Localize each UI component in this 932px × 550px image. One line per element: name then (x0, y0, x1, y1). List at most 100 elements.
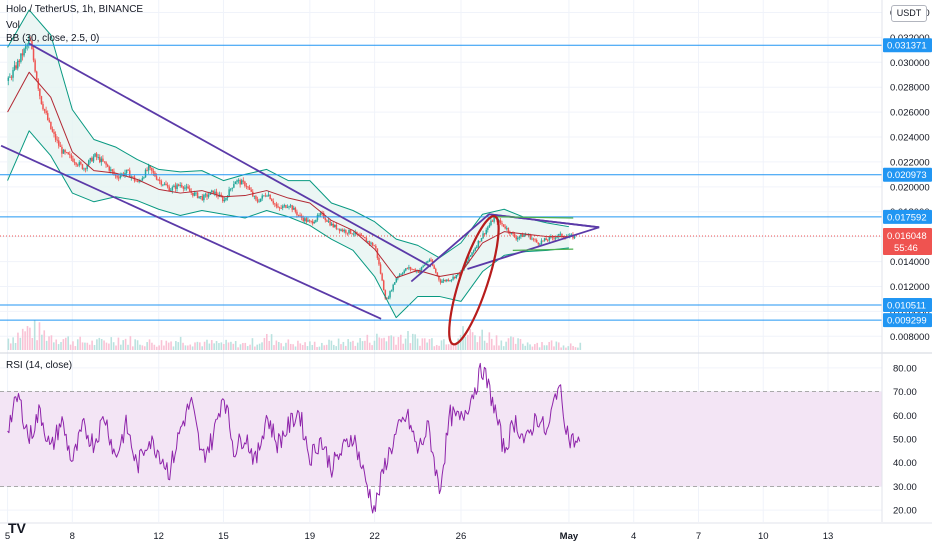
volume-legend[interactable]: Vol (6, 20, 20, 31)
candle-body (61, 146, 63, 154)
volume-bar (24, 331, 26, 350)
candle-body (143, 177, 145, 179)
candle-body (297, 214, 300, 216)
candle-body (455, 275, 458, 278)
candle-body (255, 196, 257, 200)
candle-body (420, 267, 423, 271)
volume-bar (335, 346, 338, 350)
time-tick-label: 10 (758, 531, 769, 542)
candle-body (48, 119, 51, 122)
volume-bar (313, 341, 316, 350)
volume-bar (239, 344, 242, 350)
volume-bar (514, 343, 517, 350)
candle-body (263, 195, 265, 197)
volume-bar (323, 345, 326, 350)
time-tick-label: 19 (305, 531, 316, 542)
volume-bar (232, 343, 235, 350)
last-price-badge (883, 228, 932, 256)
candle-body (173, 185, 175, 188)
volume-bar (512, 337, 515, 350)
candle-body (46, 113, 49, 120)
symbol-title[interactable]: Holo / TetherUS, 1h, BINANCE (6, 4, 144, 15)
candle-body (502, 224, 505, 227)
candle-body (390, 290, 393, 292)
candle-body (75, 162, 77, 165)
candle-body (10, 76, 13, 78)
candle-body (81, 164, 84, 170)
volume-bar (421, 338, 424, 350)
candle-body (250, 189, 252, 192)
candle-body (307, 220, 309, 222)
bollinger-legend[interactable]: BB (30, close, 2.5, 0) (6, 33, 100, 44)
volume-bar (225, 339, 227, 350)
candle-body (483, 233, 486, 235)
candle-body (15, 65, 17, 69)
candle-body (395, 278, 398, 283)
candle-body (487, 227, 489, 230)
candle-body (59, 145, 62, 147)
volume-bar (165, 340, 168, 350)
candle-body (116, 175, 118, 178)
candle-body (64, 149, 66, 153)
candle-body (529, 234, 532, 240)
candle-body (485, 229, 487, 235)
candle-body (20, 53, 22, 62)
candle-body (110, 169, 112, 171)
volume-bar (220, 342, 223, 350)
candle-body (176, 184, 178, 189)
candle-body (435, 268, 437, 273)
volume-bar (189, 344, 192, 350)
candle-body (526, 234, 529, 236)
volume-bar (488, 332, 491, 350)
candle-body (430, 259, 432, 261)
rsi-legend[interactable]: RSI (14, close) (6, 360, 73, 371)
candle-body (490, 220, 492, 225)
candle-body (319, 212, 322, 215)
candle-body (43, 109, 46, 111)
candle-body (244, 181, 246, 186)
volume-bar (414, 334, 416, 350)
candle-body (32, 48, 35, 61)
candle-body (531, 238, 533, 240)
candle-body (199, 196, 202, 197)
volume-bar (373, 340, 376, 350)
candle-body (524, 234, 527, 236)
volume-bar (292, 344, 294, 350)
volume-bar (498, 345, 500, 350)
level-badge-label: 0.017592 (887, 212, 927, 223)
volume-bar (524, 345, 527, 350)
volume-bar (112, 342, 115, 350)
candle-body (351, 233, 353, 235)
volume-bar (426, 342, 428, 350)
candle-body (196, 192, 199, 198)
time-tick-label: May (560, 531, 579, 542)
volume-bar (36, 340, 38, 350)
candle-body (299, 215, 301, 217)
volume-bar (318, 346, 321, 350)
level-badge (883, 298, 932, 313)
volume-bar (579, 342, 582, 350)
currency-selector[interactable]: USDT (891, 5, 927, 22)
candle-body (141, 178, 144, 181)
volume-bar (9, 343, 12, 350)
volume-bar (321, 342, 323, 350)
candle-body (111, 169, 114, 172)
price-tick-label: 0.010000 (890, 307, 930, 318)
volume-bar (53, 342, 55, 350)
candle-body (23, 48, 25, 56)
volume-bar (400, 334, 402, 350)
candle-body (542, 240, 544, 242)
volume-bar (361, 341, 364, 350)
candle-body (129, 170, 131, 178)
rsi-pane[interactable] (0, 362, 882, 514)
candle-body (138, 180, 140, 182)
volume-bar (560, 347, 562, 350)
candle-body (275, 204, 278, 207)
candle-body (231, 187, 234, 189)
tradingview-logo[interactable]: TV (8, 520, 26, 536)
candle-body (86, 165, 88, 169)
candle-body (477, 241, 480, 247)
volume-bar (263, 337, 266, 350)
candle-body (170, 190, 172, 192)
